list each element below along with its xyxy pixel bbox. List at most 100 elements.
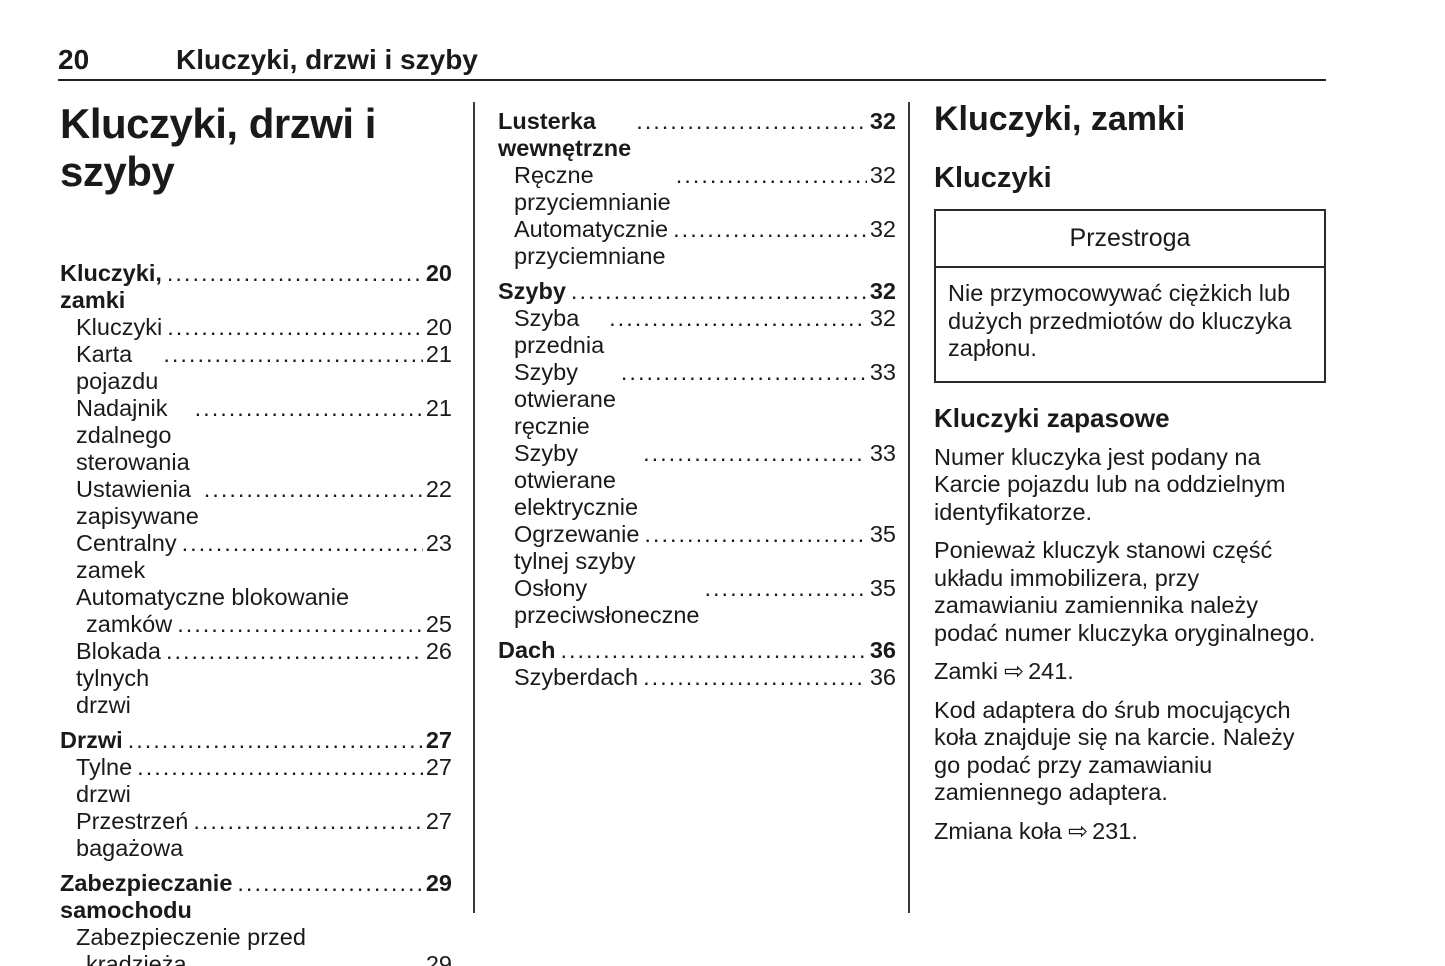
- caution-box-body: Nie przymocowywać ciężkich lub dużych pr…: [948, 280, 1292, 361]
- toc-dot-leader: [167, 260, 423, 287]
- toc-dot-leader: [204, 476, 423, 503]
- toc-entry-page-number: 22: [425, 476, 452, 502]
- toc-entry-page-number: 32: [869, 216, 896, 242]
- column-divider-right: [908, 102, 910, 913]
- toc-list-left: Kluczyki, zamki20Kluczyki20Karta pojazdu…: [60, 260, 452, 966]
- toc-dot-leader: [571, 278, 867, 305]
- toc-entry-page-number: 32: [869, 162, 896, 188]
- toc-entry-label: Szyberdach: [514, 664, 639, 690]
- toc-entry-page-number: 33: [869, 440, 896, 466]
- toc-entry[interactable]: Szyberdach 36: [498, 664, 896, 691]
- toc-entry[interactable]: Szyby 32: [498, 278, 896, 305]
- toc-entry-page-number: 23: [425, 530, 452, 556]
- toc-entry-page-number: 27: [425, 808, 452, 834]
- toc-entry-page-number: 20: [425, 314, 452, 340]
- toc-entry-page-number: 26: [425, 638, 452, 664]
- toc-entry-page-number: 21: [425, 341, 452, 367]
- toc-entry-label: zamków: [86, 611, 173, 637]
- toc-entry[interactable]: Szyby otwierane ręcznie 33: [498, 359, 896, 440]
- toc-entry[interactable]: Centralny zamek 23: [60, 530, 452, 584]
- cross-reference-locks[interactable]: Zamki ⇨ 241.: [934, 658, 1326, 686]
- toc-dot-leader: [560, 637, 866, 664]
- toc-entry-label: Przestrzeń bagażowa: [76, 808, 189, 861]
- toc-entry[interactable]: Ogrzewanie tylnej szyby 35: [498, 521, 896, 575]
- toc-dot-leader: [636, 108, 867, 135]
- right-column: Kluczyki, zamki Kluczyki Przestroga Nie …: [934, 100, 1326, 845]
- toc-dot-leader: [192, 951, 423, 966]
- left-column: Kluczyki, drzwi i szyby Kluczyki, zamki 2…: [60, 100, 452, 966]
- toc-dot-leader: [137, 754, 423, 781]
- toc-entry-label: Lusterka wewnętrzne: [498, 108, 632, 161]
- toc-entry-page-number: 25: [425, 611, 452, 637]
- toc-dot-leader: [704, 575, 866, 602]
- toc-entry-label: Blokada tylnych drzwi: [76, 638, 161, 718]
- toc-entry[interactable]: Kluczyki 20: [60, 314, 452, 341]
- toc-list-middle: Lusterka wewnętrzne32Ręczne przyciemnian…: [498, 108, 896, 691]
- toc-entry-page-number: 27: [425, 754, 452, 780]
- toc-entry[interactable]: Ustawienia zapisywane 22: [60, 476, 452, 530]
- cross-reference-label: Zamki: [934, 658, 998, 684]
- toc-entry[interactable]: kradzieżą 29: [60, 951, 452, 966]
- toc-entry-label: Ogrzewanie tylnej szyby: [514, 521, 640, 574]
- toc-dot-leader: [676, 162, 867, 189]
- column-divider-left: [473, 102, 475, 913]
- toc-entry[interactable]: Przestrzeń bagażowa 27: [60, 808, 452, 862]
- toc-entry[interactable]: Zabezpieczanie samochodu 29: [60, 870, 452, 924]
- toc-entry[interactable]: Blokada tylnych drzwi 26: [60, 638, 452, 719]
- page-reference-arrow-icon: ⇨: [1003, 658, 1025, 685]
- toc-entry[interactable]: Automatyczne blokowanie: [60, 584, 452, 611]
- header-page-number: 20: [58, 44, 90, 75]
- toc-entry[interactable]: Lusterka wewnętrzne 32: [498, 108, 896, 162]
- toc-entry[interactable]: Karta pojazdu 21: [60, 341, 452, 395]
- toc-dot-leader: [237, 870, 422, 897]
- toc-entry-page-number: 33: [869, 359, 896, 385]
- page-reference-arrow-icon: ⇨: [1068, 817, 1089, 845]
- toc-entry-label: Kluczyki: [76, 314, 163, 340]
- spare-keys-heading: Kluczyki zapasowe: [934, 402, 1170, 433]
- toc-dot-leader: [166, 638, 423, 665]
- toc-entry[interactable]: Automatycznie przyciemniane 32: [498, 216, 896, 270]
- toc-entry-label: Szyby otwierane elektrycznie: [514, 440, 639, 520]
- toc-entry-label: Zabezpieczanie samochodu: [60, 870, 233, 923]
- toc-entry[interactable]: Ręczne przyciemnianie 32: [498, 162, 896, 216]
- toc-entry[interactable]: Zabezpieczenie przed: [60, 924, 452, 951]
- toc-entry[interactable]: Kluczyki, zamki 20: [60, 260, 452, 314]
- toc-entry-page-number: 36: [869, 637, 896, 663]
- toc-entry[interactable]: Tylne drzwi 27: [60, 754, 452, 808]
- toc-entry[interactable]: Osłony przeciwsłoneczne 35: [498, 575, 896, 629]
- toc-dot-leader: [177, 611, 423, 638]
- toc-entry-page-number: 32: [869, 108, 896, 134]
- toc-entry-label: Centralny zamek: [76, 530, 177, 583]
- toc-entry-page-number: 36: [869, 664, 896, 690]
- toc-entry-label: Osłony przeciwsłoneczne: [514, 575, 700, 628]
- toc-entry-page-number: 35: [869, 575, 896, 601]
- toc-entry[interactable]: Dach 36: [498, 637, 896, 664]
- toc-dot-leader: [609, 305, 867, 332]
- toc-dot-leader: [128, 727, 423, 754]
- toc-entry-page-number: 32: [869, 278, 896, 304]
- toc-dot-leader: [673, 216, 867, 243]
- toc-entry[interactable]: Nadajnik zdalnego sterowania 21: [60, 395, 452, 476]
- toc-dot-leader: [644, 521, 866, 548]
- toc-dot-leader: [621, 359, 867, 386]
- toc-entry[interactable]: Szyba przednia 32: [498, 305, 896, 359]
- toc-entry-label: Karta pojazdu: [76, 341, 159, 394]
- toc-dot-leader: [167, 314, 423, 341]
- toc-entry-label: Ręczne przyciemnianie: [514, 162, 671, 215]
- toc-entry[interactable]: Drzwi 27: [60, 727, 452, 754]
- toc-entry-label: Kluczyki, zamki: [60, 260, 162, 313]
- toc-dot-leader: [182, 530, 423, 557]
- cross-reference-page: 241.: [1028, 658, 1074, 684]
- toc-entry[interactable]: zamków 25: [60, 611, 452, 638]
- cross-reference-wheel-change[interactable]: Zmiana koła ⇨ 231.: [934, 818, 1326, 846]
- caution-box-title: Przestroga: [936, 211, 1324, 268]
- toc-entry-label: Dach: [498, 637, 556, 663]
- toc-entry-label: Automatyczne blokowanie: [76, 584, 350, 610]
- paragraph: Numer kluczyka jest podany na Karcie poj…: [934, 443, 1286, 525]
- toc-entry-page-number: 32: [869, 305, 896, 331]
- toc-entry-label: Szyba przednia: [514, 305, 605, 358]
- header-chapter-title: Kluczyki, drzwi i szyby: [176, 44, 478, 75]
- toc-entry-page-number: 27: [425, 727, 452, 753]
- toc-entry[interactable]: Szyby otwierane elektrycznie 33: [498, 440, 896, 521]
- chapter-title: Kluczyki, drzwi i szyby: [60, 100, 376, 195]
